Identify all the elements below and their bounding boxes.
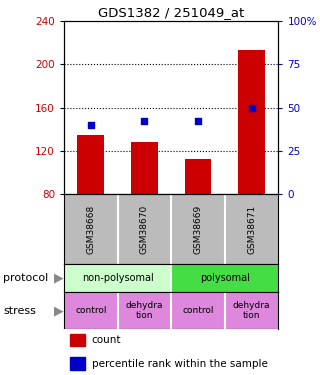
Text: GSM38669: GSM38669 — [194, 204, 203, 254]
Bar — [77, 135, 104, 194]
Bar — [185, 159, 212, 194]
Point — [88, 122, 93, 128]
Text: polysomal: polysomal — [200, 273, 250, 283]
Point — [196, 118, 201, 124]
Bar — [70, 357, 85, 370]
Text: control: control — [182, 306, 214, 315]
Text: GSM38668: GSM38668 — [86, 204, 95, 254]
Bar — [238, 50, 265, 194]
Text: dehydra
tion: dehydra tion — [126, 301, 163, 320]
Text: percentile rank within the sample: percentile rank within the sample — [92, 358, 268, 369]
Point — [142, 118, 147, 124]
Point — [249, 105, 254, 111]
Bar — [171, 264, 278, 292]
Text: protocol: protocol — [3, 273, 48, 283]
Text: control: control — [75, 306, 107, 315]
Text: stress: stress — [3, 306, 36, 316]
Text: GSM38671: GSM38671 — [247, 204, 256, 254]
Text: non-polysomal: non-polysomal — [82, 273, 154, 283]
Bar — [70, 334, 85, 346]
Title: GDS1382 / 251049_at: GDS1382 / 251049_at — [98, 6, 244, 20]
Text: ▶: ▶ — [54, 304, 64, 317]
Text: count: count — [92, 335, 121, 345]
Text: ▶: ▶ — [54, 271, 64, 284]
Text: GSM38670: GSM38670 — [140, 204, 149, 254]
Bar — [64, 264, 171, 292]
Text: dehydra
tion: dehydra tion — [233, 301, 270, 320]
Bar — [131, 142, 158, 194]
